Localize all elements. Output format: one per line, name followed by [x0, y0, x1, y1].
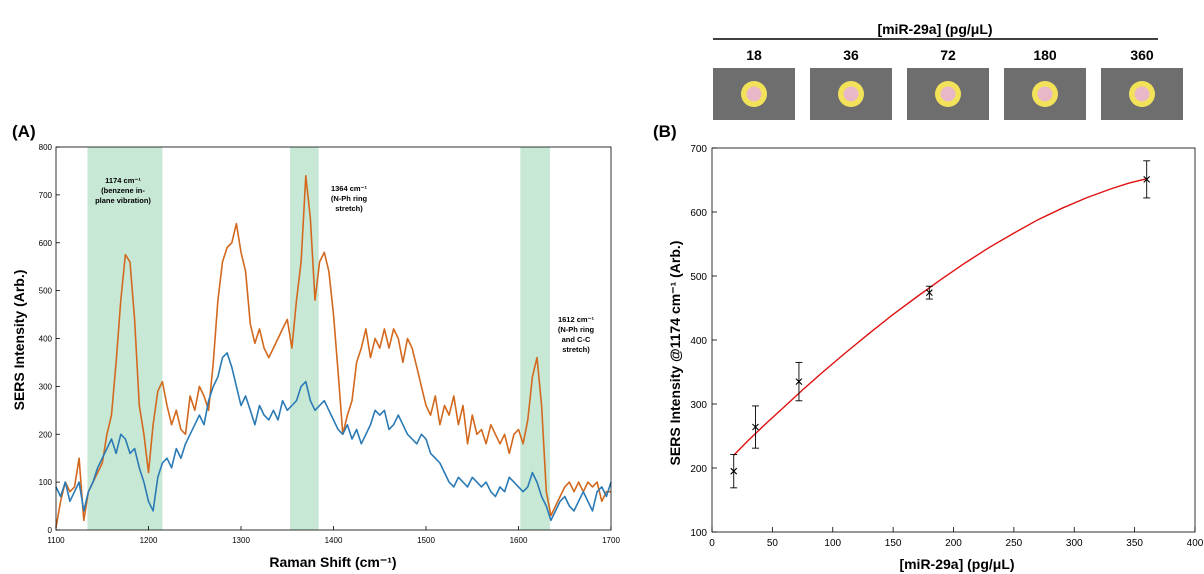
y-tick-label: 500: [690, 272, 707, 283]
y-tick-label: 800: [39, 143, 53, 152]
axis-ticks: 1100 1200 1300 1400 1500 1600 1700 0 100 200 300 40…: [39, 143, 621, 545]
x-tick-label: 300: [1066, 538, 1083, 549]
y-axis-label: SERS Intensity @1174 cm⁻¹ (Arb.): [667, 241, 683, 466]
well-spot: [940, 86, 956, 102]
well-spot: [843, 86, 859, 102]
y-tick-label: 600: [690, 208, 707, 219]
well-concentration-label: 180: [1033, 47, 1057, 63]
y-tick-label: 700: [39, 191, 53, 200]
y-axis-label: SERS Intensity (Arb.): [11, 270, 27, 411]
x-tick-label: 0: [709, 538, 715, 549]
x-tick-label: 1100: [47, 536, 65, 545]
panel-b: (B) [miR-29a] (pg/μL) 18 36 72 180 360 0 50 10…: [653, 21, 1204, 572]
concentration-header: [miR-29a] (pg/μL): [877, 21, 992, 37]
point-marker: [925, 289, 933, 297]
x-tick-label: 1200: [140, 536, 158, 545]
highlight-bands: [87, 147, 550, 530]
y-tick-label: 0: [48, 526, 53, 535]
x-tick-label: 1400: [325, 536, 343, 545]
y-tick-label: 200: [39, 430, 53, 439]
data-point: [1143, 160, 1151, 199]
point-marker: [752, 423, 759, 431]
band-annotation: 1612 cm⁻¹ (N-Ph ring and C-C stretch): [558, 315, 595, 354]
fit-line: [733, 178, 1147, 456]
point-marker: [795, 378, 803, 385]
x-axis-label: [miR-29a] (pg/μL): [899, 556, 1014, 572]
x-tick-label: 200: [945, 538, 962, 549]
fit-curve: [733, 178, 1147, 456]
data-point: [925, 285, 933, 300]
data-point: [730, 454, 738, 489]
data-point: [795, 361, 803, 402]
y-tick-label: 500: [39, 287, 53, 296]
well-concentration-label: 18: [746, 47, 762, 63]
series-line-orange: [55, 174, 611, 528]
y-tick-label: 100: [690, 528, 707, 539]
well-spot: [746, 86, 762, 102]
plot-frame: [711, 147, 1196, 533]
well-spot: [1134, 86, 1150, 102]
x-axis-label: Raman Shift (cm⁻¹): [269, 554, 396, 570]
y-tick-label: 100: [39, 478, 53, 487]
well-concentration-label: 36: [843, 47, 859, 63]
band-annotations: 1174 cm⁻¹ (benzene in-plane vibration) 136…: [95, 176, 594, 354]
x-tick-label: 1500: [417, 536, 435, 545]
data-points: [730, 160, 1151, 489]
y-tick-label: 400: [690, 336, 707, 347]
y-tick-label: 700: [690, 144, 707, 155]
x-tick-label: 350: [1126, 538, 1143, 549]
x-tick-label: 400: [1187, 538, 1204, 549]
well-concentration-label: 360: [1130, 47, 1154, 63]
panel-b-label: (B): [653, 122, 677, 141]
data-point: [751, 405, 759, 449]
x-tick-label: 50: [767, 538, 779, 549]
y-tick-label: 600: [39, 239, 53, 248]
band-annotation: 1364 cm⁻¹ (N-Ph ring stretch): [331, 184, 368, 213]
series-line-blue: [55, 352, 612, 522]
well-strip: 18 36 72 180 360: [713, 47, 1183, 120]
point-marker: [1143, 175, 1151, 183]
y-tick-label: 300: [39, 382, 53, 391]
x-tick-label: 1700: [602, 536, 620, 545]
band-annotation: 1174 cm⁻¹ (benzene in-plane vibration): [95, 176, 151, 205]
x-tick-label: 1600: [510, 536, 528, 545]
y-tick-label: 400: [39, 335, 53, 344]
y-tick-label: 200: [690, 464, 707, 475]
point-marker: [730, 467, 738, 475]
x-tick-label: 1300: [232, 536, 250, 545]
panel-a-label: (A): [12, 122, 36, 141]
y-tick-label: 300: [690, 400, 707, 411]
panel-a: (A) 1100 1200 1300 1400 1500 1600 1700 0 100 200 3…: [11, 122, 620, 570]
x-tick-label: 250: [1006, 538, 1023, 549]
x-tick-label: 150: [885, 538, 902, 549]
spectra-lines: [55, 174, 612, 528]
axis-ticks: 0 50 100 150 200 250 300 350 400 100 200 300 400 500 6…: [690, 144, 1203, 549]
well-concentration-label: 72: [940, 47, 956, 63]
well-spot: [1037, 86, 1053, 102]
x-tick-label: 100: [824, 538, 841, 549]
